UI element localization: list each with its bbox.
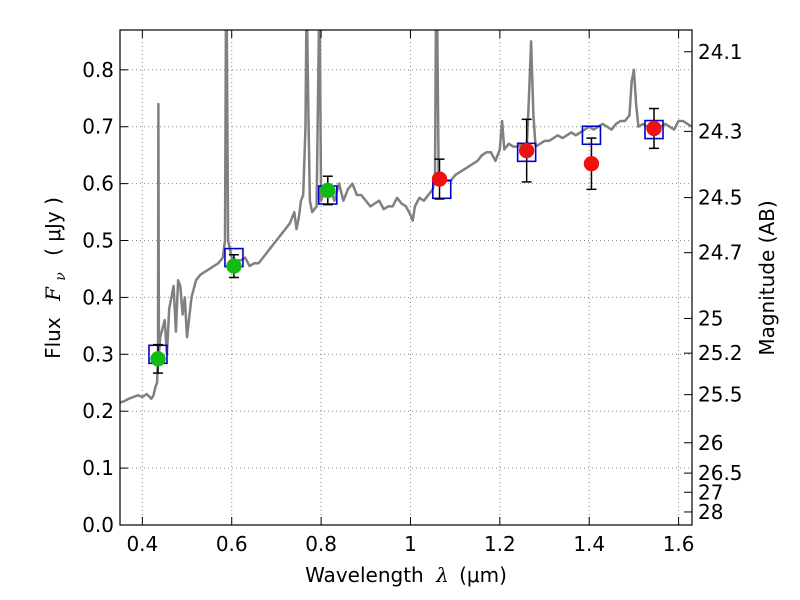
right-tick-label: 25 bbox=[698, 306, 723, 330]
right-tick-label: 28 bbox=[698, 500, 723, 524]
infrared-point bbox=[583, 155, 600, 172]
right-tick-label: 27 bbox=[698, 480, 723, 504]
y-axis-label-right: Magnitude (AB) bbox=[755, 200, 779, 355]
x-tick-label: 1.6 bbox=[663, 532, 695, 556]
infrared-point bbox=[518, 142, 535, 159]
right-tick-label: 24.7 bbox=[698, 241, 743, 265]
x-tick-label: 1.2 bbox=[484, 532, 516, 556]
x-axis-label: Wavelength λ (μm) bbox=[305, 563, 507, 587]
y-tick-label: 0.6 bbox=[82, 172, 114, 196]
y-tick-label: 0.1 bbox=[82, 456, 114, 480]
right-tick-label: 25.2 bbox=[698, 341, 743, 365]
optical-point bbox=[226, 258, 242, 274]
x-tick-label: 0.6 bbox=[216, 532, 248, 556]
x-tick-label: 0.8 bbox=[305, 532, 337, 556]
right-tick-label: 24.5 bbox=[698, 186, 743, 210]
y-tick-label: 0.8 bbox=[82, 58, 114, 82]
y-axis-label-left: Flux F ν ( μJy ) bbox=[41, 197, 70, 359]
optical-point bbox=[320, 182, 336, 199]
plot-frame bbox=[119, 29, 693, 526]
optical-point bbox=[150, 351, 166, 367]
right-tick-label: 26 bbox=[698, 431, 723, 455]
y-tick-label: 0.2 bbox=[82, 399, 114, 423]
x-tick-label: 1 bbox=[404, 532, 417, 556]
spectrum-line bbox=[120, 30, 692, 404]
photometry-point-layer bbox=[150, 107, 662, 374]
tick-layer: 0.4 0.6 0.8 1 1.2 1.4 1.6 0.0 0.1 0.2 0.3 0.4 0.5 0.6… bbox=[82, 30, 743, 556]
infrared-point bbox=[431, 171, 448, 187]
y-tick-label: 0.5 bbox=[82, 229, 114, 253]
spectrum-layer bbox=[120, 30, 692, 404]
infrared-point bbox=[646, 120, 662, 137]
right-tick-label: 25.5 bbox=[698, 383, 743, 407]
y-tick-label: 0.3 bbox=[82, 342, 114, 366]
right-tick-label: 24.1 bbox=[698, 40, 743, 64]
grid bbox=[120, 30, 692, 525]
right-tick-label: 24.3 bbox=[698, 119, 743, 143]
y-tick-label: 0.7 bbox=[82, 115, 114, 139]
x-tick-label: 1.4 bbox=[573, 532, 605, 556]
x-tick-label: 0.4 bbox=[126, 532, 158, 556]
y-tick-label: 0.4 bbox=[82, 285, 114, 309]
y-tick-label: 0.0 bbox=[82, 513, 114, 537]
right-tick-label: 26.5 bbox=[698, 461, 743, 485]
